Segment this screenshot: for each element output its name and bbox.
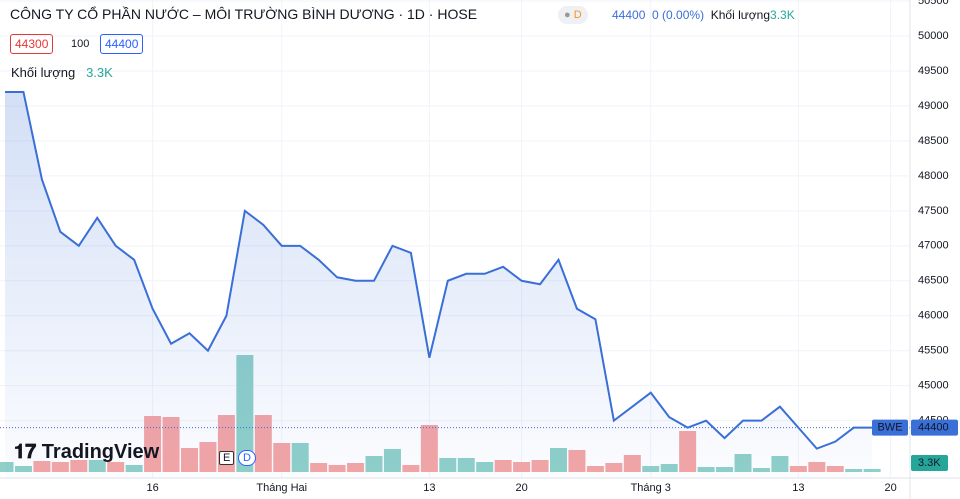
x-tick-label: 13 bbox=[792, 482, 804, 494]
last-price-label: 44400 bbox=[918, 422, 949, 434]
spread: 100 bbox=[71, 38, 90, 50]
ticker-label: BWE bbox=[877, 422, 902, 434]
ticker-label-bg bbox=[872, 419, 908, 436]
y-tick-label: 45000 bbox=[918, 380, 949, 392]
x-tick-label: 20 bbox=[515, 482, 527, 494]
x-tick-label: 20 bbox=[884, 482, 896, 494]
y-tick-label: 48500 bbox=[918, 135, 949, 147]
legend: 44400 0 (0.00%) Khối lượng3.3K bbox=[612, 8, 795, 22]
change: 0 (0.00%) bbox=[652, 8, 705, 22]
badge[interactable]: ● D bbox=[558, 6, 588, 24]
dividend-marker[interactable]: D bbox=[238, 450, 256, 466]
x-axis-bg bbox=[0, 478, 960, 499]
buy-button[interactable]: 44400 bbox=[100, 34, 144, 54]
last-price-bg bbox=[911, 419, 958, 436]
volume-legend: Khối lượng 3.3K bbox=[11, 65, 113, 80]
y-tick-label: 50000 bbox=[918, 30, 949, 42]
y-tick-label: 49000 bbox=[918, 100, 949, 112]
x-tick-label: Tháng 3 bbox=[631, 482, 671, 494]
y-tick-label: 49500 bbox=[918, 65, 949, 77]
x-tick-label: 16 bbox=[146, 482, 158, 494]
x-tick-label: Tháng Hai bbox=[256, 482, 307, 494]
price-line bbox=[5, 90, 873, 450]
y-tick-label: 47000 bbox=[918, 240, 949, 252]
sell-button[interactable]: 44300 bbox=[10, 34, 54, 54]
volume-legend-name: Khối lượng bbox=[11, 65, 76, 80]
y-tick-label: 46500 bbox=[918, 275, 949, 287]
volume-last: 3.3K bbox=[770, 8, 795, 22]
volume-legend-value: 3.3K bbox=[86, 65, 113, 80]
y-tick-label: 47500 bbox=[918, 205, 949, 217]
volume-last-label: 3.3K bbox=[918, 457, 941, 469]
last-price: 44400 bbox=[612, 8, 646, 22]
logo-text: TradingView bbox=[41, 441, 160, 463]
y-tick-label: 45500 bbox=[918, 345, 949, 357]
y-tick-label: 50500 bbox=[918, 0, 949, 7]
x-tick-label: 13 bbox=[423, 482, 435, 494]
volume-name: Khối lượng bbox=[710, 8, 771, 22]
badge-text: D bbox=[573, 9, 582, 21]
volume-last-bg bbox=[911, 455, 948, 471]
y-tick-label: 46000 bbox=[918, 310, 949, 322]
title: CÔNG TY CỔ PHẦN NƯỚC – MÔI TRƯỜNG BÌNH D… bbox=[10, 6, 478, 22]
price-area bbox=[5, 91, 873, 478]
logo: 𝟏𝟕 TradingView bbox=[14, 441, 160, 463]
event-marker[interactable]: E bbox=[219, 451, 235, 465]
y-tick-label: 48000 bbox=[918, 170, 949, 182]
